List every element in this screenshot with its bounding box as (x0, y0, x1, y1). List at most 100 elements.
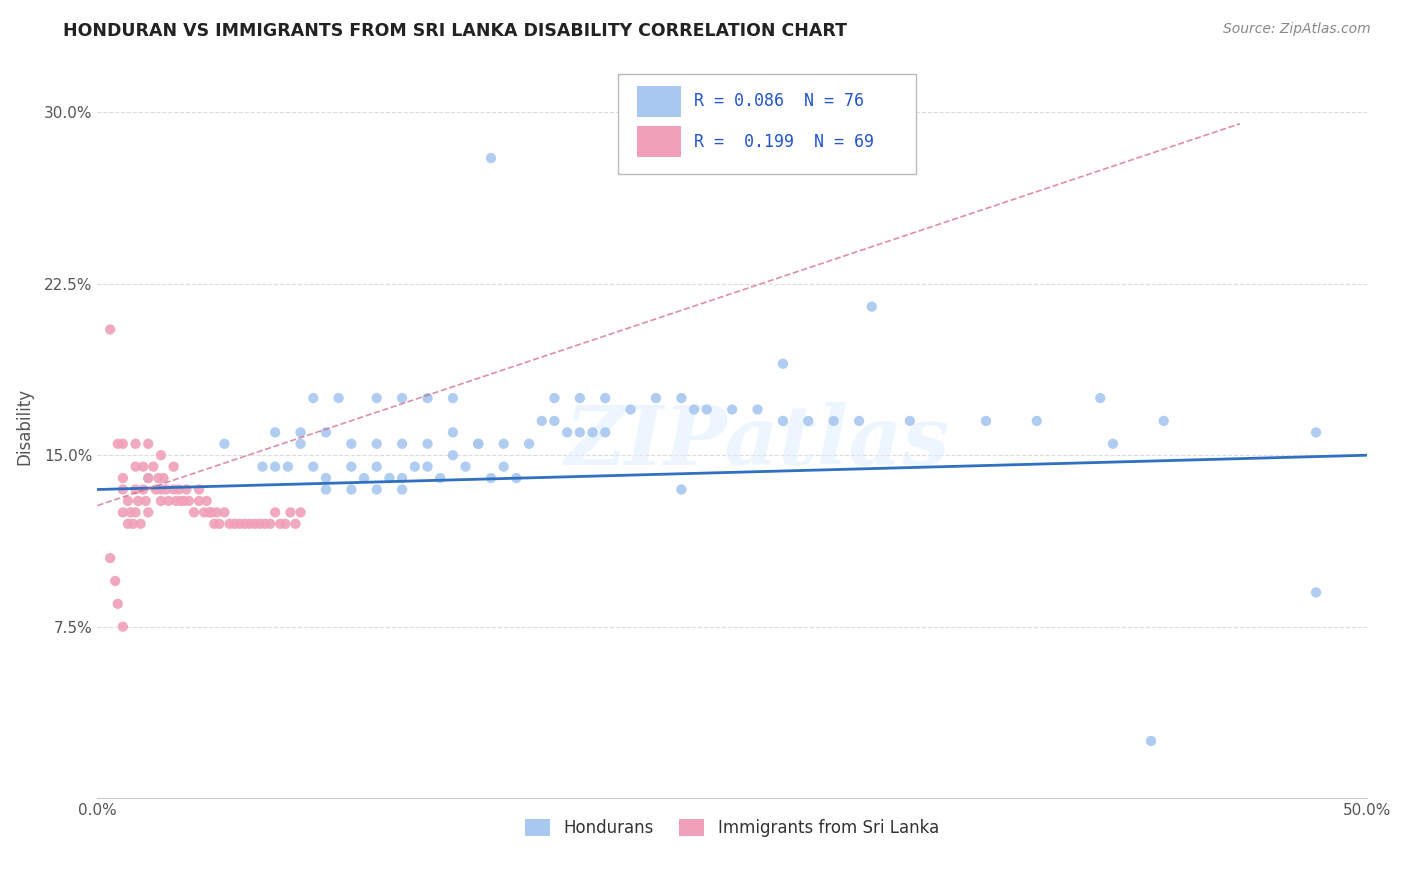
Point (269, 516, 291, 531)
Text: Source: ZipAtlas.com: Source: ZipAtlas.com (1223, 22, 1371, 37)
Point (860, 300, 883, 314)
Point (645, 391, 668, 405)
Point (165, 494, 187, 508)
Point (1305, 585, 1327, 599)
Point (111, 471, 134, 485)
Point (183, 505, 205, 519)
Point (467, 437, 489, 451)
Point (416, 437, 439, 451)
Text: ZIPatlas: ZIPatlas (565, 401, 950, 482)
Point (117, 516, 139, 531)
Point (129, 516, 152, 531)
Point (188, 494, 211, 508)
Point (517, 437, 540, 451)
Point (1102, 437, 1125, 451)
Point (1153, 414, 1175, 428)
Point (214, 437, 236, 451)
FancyBboxPatch shape (617, 74, 917, 174)
Point (249, 516, 271, 531)
Point (201, 505, 224, 519)
Point (98, 322, 121, 336)
Point (568, 425, 591, 440)
Point (492, 459, 515, 474)
Point (366, 391, 388, 405)
Point (974, 414, 997, 428)
Point (593, 391, 616, 405)
Point (142, 459, 165, 474)
Point (127, 494, 149, 508)
Point (366, 483, 388, 497)
Point (173, 494, 195, 508)
Point (224, 516, 246, 531)
Point (98, 551, 121, 566)
Point (366, 437, 388, 451)
Point (277, 459, 299, 474)
Point (135, 494, 157, 508)
Point (492, 437, 515, 451)
Point (253, 516, 276, 531)
Point (593, 425, 616, 440)
Point (264, 425, 287, 440)
Point (107, 437, 129, 451)
Point (302, 391, 325, 405)
Point (162, 483, 184, 497)
Point (721, 402, 744, 417)
Point (683, 402, 706, 417)
Point (366, 459, 388, 474)
Point (671, 391, 693, 405)
Point (132, 459, 155, 474)
Point (195, 494, 218, 508)
Point (1140, 734, 1163, 748)
Point (214, 505, 236, 519)
Point (155, 483, 177, 497)
Point (111, 505, 134, 519)
Point (353, 471, 375, 485)
Point (274, 516, 297, 531)
Point (107, 597, 129, 611)
Point (848, 414, 870, 428)
Point (124, 505, 146, 519)
Point (136, 437, 159, 451)
Point (467, 437, 489, 451)
Point (243, 516, 266, 531)
Point (188, 483, 211, 497)
Point (581, 425, 603, 440)
Point (1025, 414, 1047, 428)
Point (149, 448, 172, 462)
Point (252, 459, 274, 474)
Point (315, 483, 337, 497)
Bar (637, 86, 682, 117)
Point (290, 505, 312, 519)
Point (117, 494, 139, 508)
Point (290, 437, 312, 451)
Text: R =  0.199  N = 69: R = 0.199 N = 69 (695, 133, 875, 151)
Point (176, 483, 198, 497)
Point (218, 516, 240, 531)
Point (340, 459, 363, 474)
Point (284, 516, 307, 531)
Point (111, 437, 134, 451)
Point (454, 459, 477, 474)
Point (568, 391, 591, 405)
Point (177, 494, 200, 508)
Point (259, 516, 281, 531)
Point (340, 437, 363, 451)
Point (264, 459, 287, 474)
Point (416, 459, 439, 474)
Point (1305, 425, 1327, 440)
Point (136, 471, 159, 485)
Point (280, 505, 302, 519)
Text: R = 0.086  N = 76: R = 0.086 N = 76 (695, 92, 865, 111)
Point (132, 483, 155, 497)
Point (315, 425, 337, 440)
Point (429, 471, 451, 485)
Point (441, 425, 464, 440)
Point (479, 471, 502, 485)
Point (111, 483, 134, 497)
Point (124, 437, 146, 451)
Point (404, 459, 426, 474)
Point (747, 402, 769, 417)
Point (696, 402, 718, 417)
Text: HONDURAN VS IMMIGRANTS FROM SRI LANKA DISABILITY CORRELATION CHART: HONDURAN VS IMMIGRANTS FROM SRI LANKA DI… (63, 22, 848, 40)
Point (152, 471, 174, 485)
